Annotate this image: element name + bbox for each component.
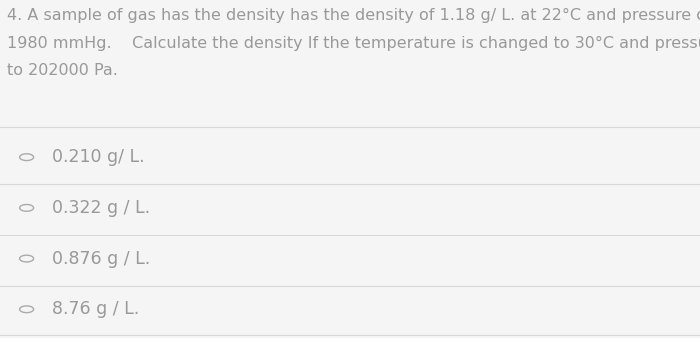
Text: 1980 mmHg.    Calculate the density If the temperature is changed to 30°C and pr: 1980 mmHg. Calculate the density If the … bbox=[7, 35, 700, 50]
Text: 4. A sample of gas has the density has the density of 1.18 g/ L. at 22°C and pre: 4. A sample of gas has the density has t… bbox=[7, 8, 700, 23]
Text: 0.322 g / L.: 0.322 g / L. bbox=[52, 199, 150, 217]
Text: 0.210 g/ L.: 0.210 g/ L. bbox=[52, 148, 145, 166]
Text: 0.876 g / L.: 0.876 g / L. bbox=[52, 249, 150, 268]
Text: to 202000 Pa.: to 202000 Pa. bbox=[7, 63, 118, 77]
Text: 8.76 g / L.: 8.76 g / L. bbox=[52, 300, 140, 318]
